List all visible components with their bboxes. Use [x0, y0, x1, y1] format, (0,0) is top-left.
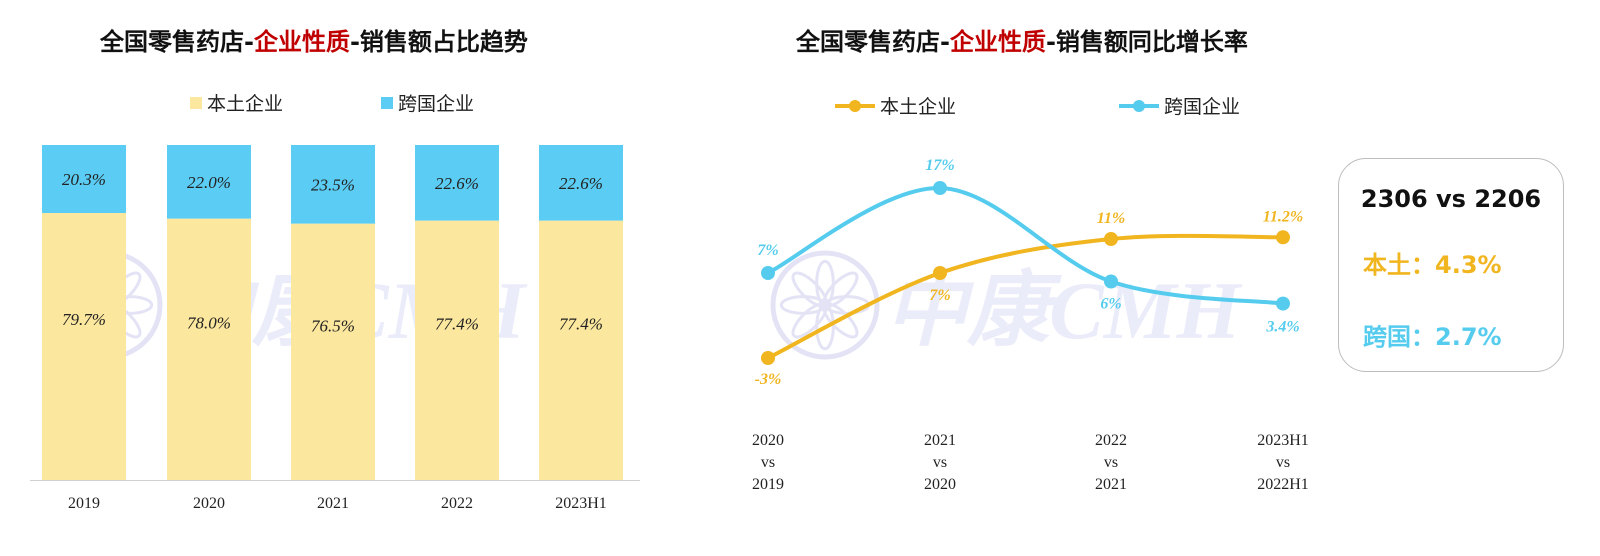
bar-local-label: 76.5%	[311, 316, 355, 335]
point-local	[1104, 232, 1118, 246]
summary-title: 2306 vs 2206	[1360, 185, 1542, 213]
bar-cross-2021	[291, 145, 375, 224]
line-x-tick: vs	[1104, 454, 1118, 471]
bar-cross-label: 23.5%	[311, 175, 355, 194]
line-x-tick: 2020	[924, 476, 956, 493]
point-label-local: -3%	[755, 371, 782, 388]
line-cross	[767, 185, 1284, 306]
bar-cross-label: 22.0%	[187, 173, 231, 192]
bar-local-2019	[42, 213, 126, 480]
line-x-tick: 2023H1	[1257, 432, 1309, 449]
legend-marker-cross	[1133, 100, 1145, 112]
right-chart-title: 全国零售药店-企业性质-销售额同比增长率	[796, 28, 1248, 56]
left-chart-title: 全国零售药店-企业性质-销售额占比趋势	[100, 28, 528, 56]
bar-local-label: 79.7%	[62, 310, 106, 329]
point-label-cross: 6%	[1100, 296, 1121, 313]
bar-local-2020	[167, 218, 251, 480]
bar-local-label: 78.0%	[187, 313, 231, 332]
bar-cross-label: 22.6%	[559, 174, 603, 193]
legend-label-cross-line: 跨国企业	[1164, 96, 1240, 118]
legend-label-cross: 跨国企业	[398, 93, 474, 115]
bar-local-2022	[415, 220, 499, 480]
summary-cross: 跨国：2.7%	[1363, 323, 1502, 351]
summary-box: 2306 vs 2206 本土：4.3% 跨国：2.7%	[1338, 158, 1564, 372]
bar-local-label: 77.4%	[435, 315, 479, 334]
point-label-cross: 17%	[925, 157, 954, 174]
bar-x-tick: 2022	[441, 495, 473, 512]
point-cross	[1104, 274, 1118, 289]
watermark-text-right: 中康CMH	[885, 265, 1243, 356]
bar-cross-label: 20.3%	[62, 170, 106, 189]
legend-swatch-cross	[381, 97, 393, 109]
bar-x-tick: 2023H1	[555, 495, 607, 512]
legend-swatch-local	[190, 97, 202, 109]
point-label-local: 11.2%	[1263, 208, 1303, 225]
line-x-tick: 2022H1	[1257, 476, 1309, 493]
watermark-emblem-right	[770, 250, 880, 360]
point-local	[761, 351, 775, 365]
bar-x-tick: 2021	[317, 495, 349, 512]
point-local	[933, 266, 947, 280]
point-local	[1276, 230, 1290, 245]
bar-cross-2023H1	[539, 145, 623, 221]
line-x-tick: 2021	[1095, 476, 1127, 493]
point-cross	[1276, 296, 1290, 311]
line-x-tick: 2022	[1095, 432, 1127, 449]
point-label-local: 7%	[929, 287, 950, 304]
legend-label-local: 本土企业	[207, 93, 283, 115]
bar-local-2023H1	[539, 220, 623, 480]
point-label-cross: 3.4%	[1265, 319, 1299, 336]
line-x-tick: vs	[1276, 454, 1290, 471]
point-cross	[761, 266, 775, 280]
bar-local-2021	[291, 223, 375, 480]
bar-cross-label: 22.6%	[435, 174, 479, 193]
bar-x-tick: 2020	[193, 495, 225, 512]
point-label-local: 11%	[1097, 210, 1125, 227]
line-x-tick: vs	[761, 454, 775, 471]
bar-cross-2022	[415, 145, 499, 221]
line-x-tick: 2021	[924, 432, 956, 449]
line-x-tick: vs	[933, 454, 947, 471]
summary-local: 本土：4.3%	[1363, 251, 1502, 279]
line-x-tick: 2019	[752, 476, 784, 493]
bar-cross-2020	[167, 145, 251, 219]
point-cross	[933, 181, 947, 195]
bar-cross-2019	[42, 145, 126, 214]
point-label-cross: 7%	[757, 242, 778, 259]
bar-local-label: 77.4%	[559, 315, 603, 334]
bar-x-tick: 2019	[68, 495, 100, 512]
legend-label-local-line: 本土企业	[880, 96, 956, 118]
line-x-tick: 2020	[752, 432, 784, 449]
line-local	[767, 233, 1284, 360]
legend-marker-local	[849, 100, 861, 112]
